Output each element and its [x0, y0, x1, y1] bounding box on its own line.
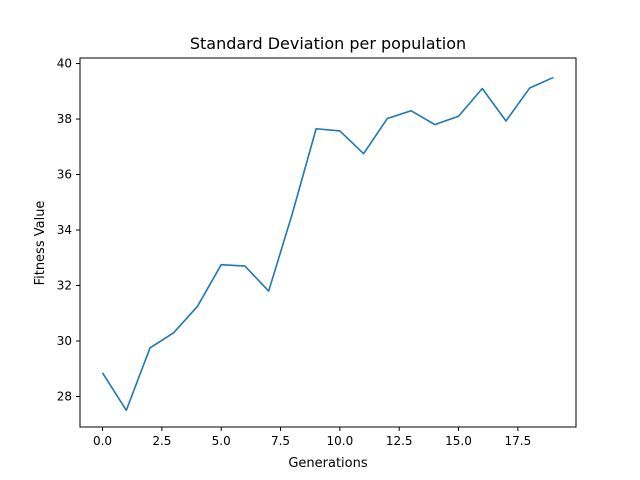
chart-title: Standard Deviation per population [190, 34, 466, 53]
x-axis-label: Generations [288, 456, 368, 471]
y-tick-label: 28 [57, 389, 72, 403]
x-tick-label: 2.5 [152, 434, 171, 448]
y-tick-label: 40 [57, 57, 72, 71]
x-tick-label: 10.0 [327, 434, 354, 448]
x-axis: 0.0 2.5 5.0 7.5 10.0 12.5 15.0 17.5 [93, 427, 531, 448]
x-tick-label: 15.0 [445, 434, 472, 448]
y-tick-label: 30 [57, 334, 72, 348]
plot-area [101, 76, 554, 412]
y-axis-label: Fitness Value [33, 201, 48, 286]
y-tick-label: 32 [57, 279, 72, 293]
x-tick-label: 7.5 [271, 434, 290, 448]
series-line-0 [101, 76, 554, 412]
x-tick-label: 12.5 [386, 434, 413, 448]
y-axis: 28 30 32 34 36 38 40 [57, 57, 80, 403]
x-tick-label: 5.0 [212, 434, 231, 448]
y-tick-label: 34 [57, 223, 72, 237]
plot-frame [79, 57, 577, 428]
x-tick-label: 17.5 [504, 434, 531, 448]
y-tick-label: 38 [57, 112, 72, 126]
x-tick-label: 0.0 [93, 434, 112, 448]
y-tick-label: 36 [57, 168, 72, 182]
